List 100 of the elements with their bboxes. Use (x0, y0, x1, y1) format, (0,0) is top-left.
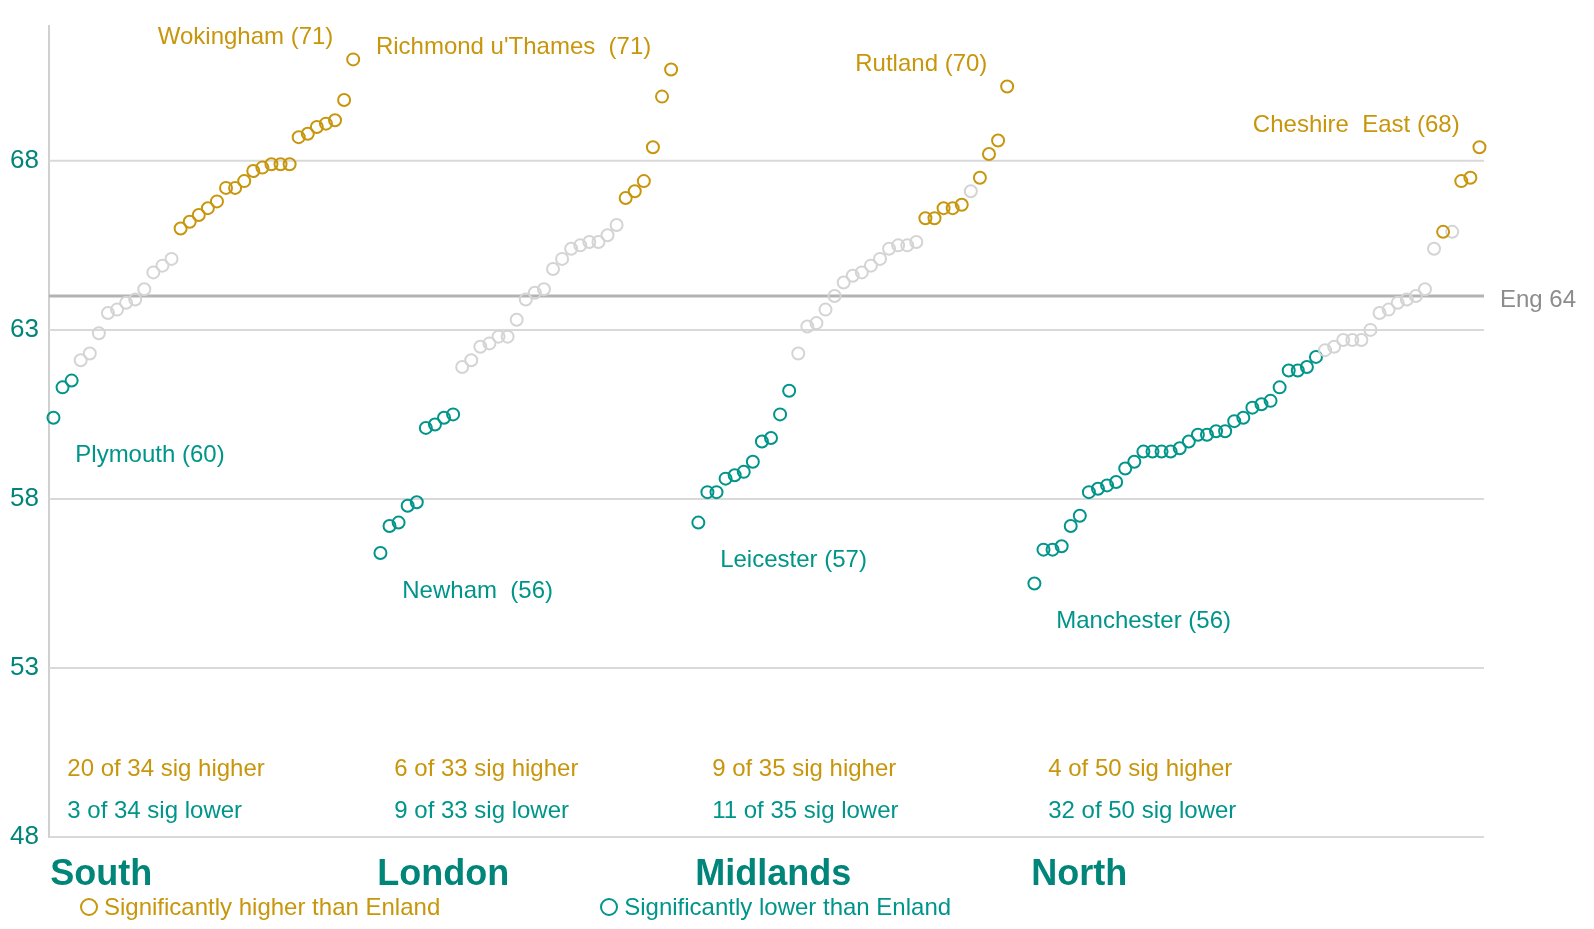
point (1417, 282, 1432, 297)
point (509, 312, 524, 327)
point (1445, 224, 1460, 239)
point (791, 346, 806, 361)
point (219, 180, 234, 195)
point (1381, 302, 1396, 317)
point (818, 302, 833, 317)
point (409, 495, 424, 510)
point (209, 194, 224, 209)
annotation: 4 of 50 sig higher (1048, 753, 1233, 781)
point (827, 289, 842, 304)
text: London (377, 851, 510, 893)
point (282, 157, 297, 172)
point (91, 326, 106, 341)
point (754, 434, 769, 449)
point (1063, 518, 1078, 533)
point (382, 518, 397, 533)
point (400, 498, 415, 513)
point (164, 251, 179, 266)
point (909, 234, 924, 249)
point (700, 485, 715, 500)
point (373, 546, 388, 561)
point (482, 336, 497, 351)
point (1372, 305, 1387, 320)
point (328, 113, 343, 128)
point (1154, 444, 1169, 459)
point (981, 147, 996, 162)
point (1263, 393, 1278, 408)
point (255, 160, 270, 175)
point (1354, 333, 1369, 348)
point (173, 221, 188, 236)
point (882, 241, 897, 256)
point (1227, 414, 1242, 429)
point (100, 305, 115, 320)
point (309, 120, 324, 135)
annotation: Leicester (57) (720, 545, 867, 573)
point (709, 485, 724, 500)
point (954, 197, 969, 212)
y-tick-label: 53 (10, 651, 39, 682)
point (82, 346, 97, 361)
point (146, 265, 161, 280)
point (418, 420, 433, 435)
point (246, 163, 261, 178)
annotation: Wokingham (71) (157, 22, 334, 50)
point (1363, 322, 1378, 337)
text: South (50, 851, 153, 893)
text: North (1031, 851, 1128, 893)
point (736, 464, 751, 479)
point (1145, 444, 1160, 459)
legend-label: Significantly lower than Enland (624, 893, 952, 921)
point (1118, 461, 1133, 476)
point (300, 126, 315, 141)
point (1172, 441, 1187, 456)
point (691, 515, 706, 530)
annotation: Richmond u'Thames (71) (375, 32, 652, 60)
point (1081, 485, 1096, 500)
point (1454, 174, 1469, 189)
point (1036, 542, 1051, 557)
point (564, 241, 579, 256)
point (1027, 576, 1042, 591)
point (1199, 427, 1214, 442)
point (627, 184, 642, 199)
point (1163, 444, 1178, 459)
point (1072, 508, 1087, 523)
point (1100, 478, 1115, 493)
point (773, 407, 788, 422)
point (55, 380, 70, 395)
point (927, 211, 942, 226)
point (1390, 295, 1405, 310)
point (264, 157, 279, 172)
point (1281, 363, 1296, 378)
point (854, 265, 869, 280)
legend-label: Significantly higher than Enland (104, 893, 441, 921)
point (1000, 79, 1015, 94)
point (1236, 410, 1251, 425)
point (664, 62, 679, 77)
annotation: 32 of 50 sig lower (1048, 795, 1237, 823)
point (764, 431, 778, 446)
point (1463, 170, 1478, 185)
annotation: 3 of 34 sig lower (67, 795, 243, 823)
point (718, 471, 733, 486)
point (1090, 481, 1105, 496)
point (1181, 434, 1196, 449)
point (891, 238, 906, 253)
point (800, 319, 815, 334)
point (845, 268, 860, 283)
point (128, 292, 143, 307)
point (1299, 360, 1314, 375)
point (1408, 289, 1423, 304)
point (1472, 140, 1487, 155)
point (1209, 424, 1224, 439)
point (464, 353, 479, 368)
y-tick-label: 68 (10, 144, 39, 175)
annotation: 9 of 35 sig higher (712, 753, 897, 781)
point (1308, 349, 1323, 364)
point (237, 174, 252, 189)
point (636, 174, 651, 189)
point (1045, 542, 1060, 557)
point (518, 292, 533, 307)
y-tick-label: 58 (10, 482, 39, 513)
